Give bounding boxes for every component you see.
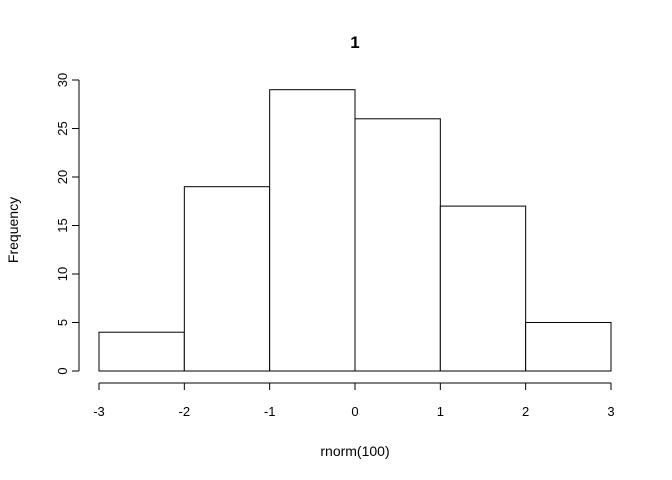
y-tick-label: 0 <box>55 367 70 374</box>
y-axis-label: Frequency <box>5 197 21 263</box>
y-tick-label: 20 <box>55 170 70 184</box>
x-tick-label: 1 <box>437 404 444 419</box>
histogram-bar-4 <box>354 118 441 372</box>
x-axis-label: rnorm(100) <box>320 443 389 459</box>
x-tick-label: -2 <box>179 404 191 419</box>
x-tick-label: 3 <box>607 404 614 419</box>
y-tick-label: 25 <box>55 121 70 135</box>
x-tick-label: 2 <box>522 404 529 419</box>
x-tick-label: -1 <box>264 404 276 419</box>
y-axis: 0 5 10 15 20 25 30 <box>55 73 80 375</box>
histogram-bar-6 <box>525 322 612 372</box>
bars-group <box>98 89 612 372</box>
y-tick-label: 15 <box>55 218 70 232</box>
histogram-bar-3 <box>269 89 356 372</box>
y-tick-label: 5 <box>55 319 70 326</box>
histogram-bar-2 <box>183 186 271 372</box>
x-tick-label: 0 <box>351 404 358 419</box>
histogram-bar-1 <box>98 331 185 372</box>
x-tick-label: -3 <box>93 404 105 419</box>
y-tick-label: 10 <box>55 267 70 281</box>
x-axis: -3 -2 -1 0 1 2 3 <box>93 382 615 419</box>
histogram-bar-5 <box>439 205 527 372</box>
y-tick-label: 30 <box>55 73 70 87</box>
chart-title: 1 <box>350 33 359 52</box>
